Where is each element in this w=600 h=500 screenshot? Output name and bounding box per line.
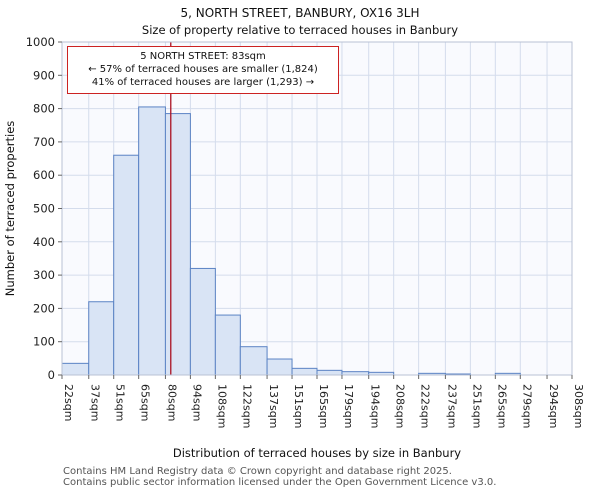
x-tick-label: 94sqm (190, 384, 203, 421)
x-tick-label: 122sqm (240, 384, 253, 428)
y-tick-label: 900 (33, 68, 55, 82)
chart-subtitle: Size of property relative to terraced ho… (141, 23, 459, 37)
annotation-line-2: ← 57% of terraced houses are smaller (1,… (88, 64, 318, 75)
x-tick-label: 137sqm (267, 384, 280, 428)
x-axis-label: Distribution of terraced houses by size … (173, 446, 461, 460)
x-tick-label: 251sqm (470, 384, 483, 428)
y-tick-label: 700 (33, 135, 55, 149)
histogram-bar (61, 362, 90, 376)
x-tick-label: 37sqm (89, 384, 102, 421)
annotation-line-1: 5 NORTH STREET: 83sqm (140, 51, 266, 62)
x-tick-label: 165sqm (317, 384, 330, 428)
x-tick-label: 308sqm (572, 384, 585, 428)
y-tick-label: 200 (33, 301, 55, 315)
histogram-bar (239, 346, 268, 376)
annotation-line-3: 41% of terraced houses are larger (1,293… (91, 77, 315, 88)
annotation-box: 5 NORTH STREET: 83sqm ← 57% of terraced … (67, 46, 339, 94)
histogram-bar (164, 113, 191, 376)
footer-line-2: Contains public sector information licen… (63, 477, 497, 488)
x-tick-label: 80sqm (165, 384, 178, 421)
x-tick-label: 194sqm (369, 384, 382, 428)
y-tick-label: 600 (33, 168, 55, 182)
x-tick-label: 294sqm (547, 384, 560, 428)
histogram-bar (266, 358, 293, 376)
x-tick-label: 51sqm (114, 384, 127, 421)
y-axis-label: Number of terraced properties (3, 121, 17, 297)
footer-line-1: Contains HM Land Registry data © Crown c… (63, 466, 452, 477)
y-tick-label: 400 (33, 235, 55, 249)
x-tick-label: 179sqm (342, 384, 355, 428)
histogram-bar (189, 267, 216, 376)
y-tick-label: 1000 (26, 35, 55, 49)
x-tick-label: 108sqm (215, 384, 228, 428)
histogram-bar (88, 301, 115, 376)
x-tick-label: 265sqm (495, 384, 508, 428)
x-tick-label: 65sqm (139, 384, 152, 421)
x-tick-label: 237sqm (445, 384, 458, 428)
y-tick-label: 500 (33, 202, 55, 216)
x-tick-label: 279sqm (520, 384, 533, 428)
y-tick-label: 0 (48, 368, 55, 382)
histogram-bar (113, 154, 140, 376)
chart-title: 5, NORTH STREET, BANBURY, OX16 3LH (180, 6, 420, 20)
histogram-bar (214, 314, 241, 376)
x-tick-label: 22sqm (62, 384, 75, 421)
histogram-bar (291, 367, 318, 376)
y-tick-label: 100 (33, 335, 55, 349)
y-tick-label: 300 (33, 268, 55, 282)
x-tick-label: 208sqm (394, 384, 407, 428)
x-tick-label: 222sqm (419, 384, 432, 428)
x-tick-label: 151sqm (292, 384, 305, 428)
histogram-bar (316, 369, 343, 376)
y-tick-label: 800 (33, 102, 55, 116)
histogram-bar (138, 106, 166, 376)
